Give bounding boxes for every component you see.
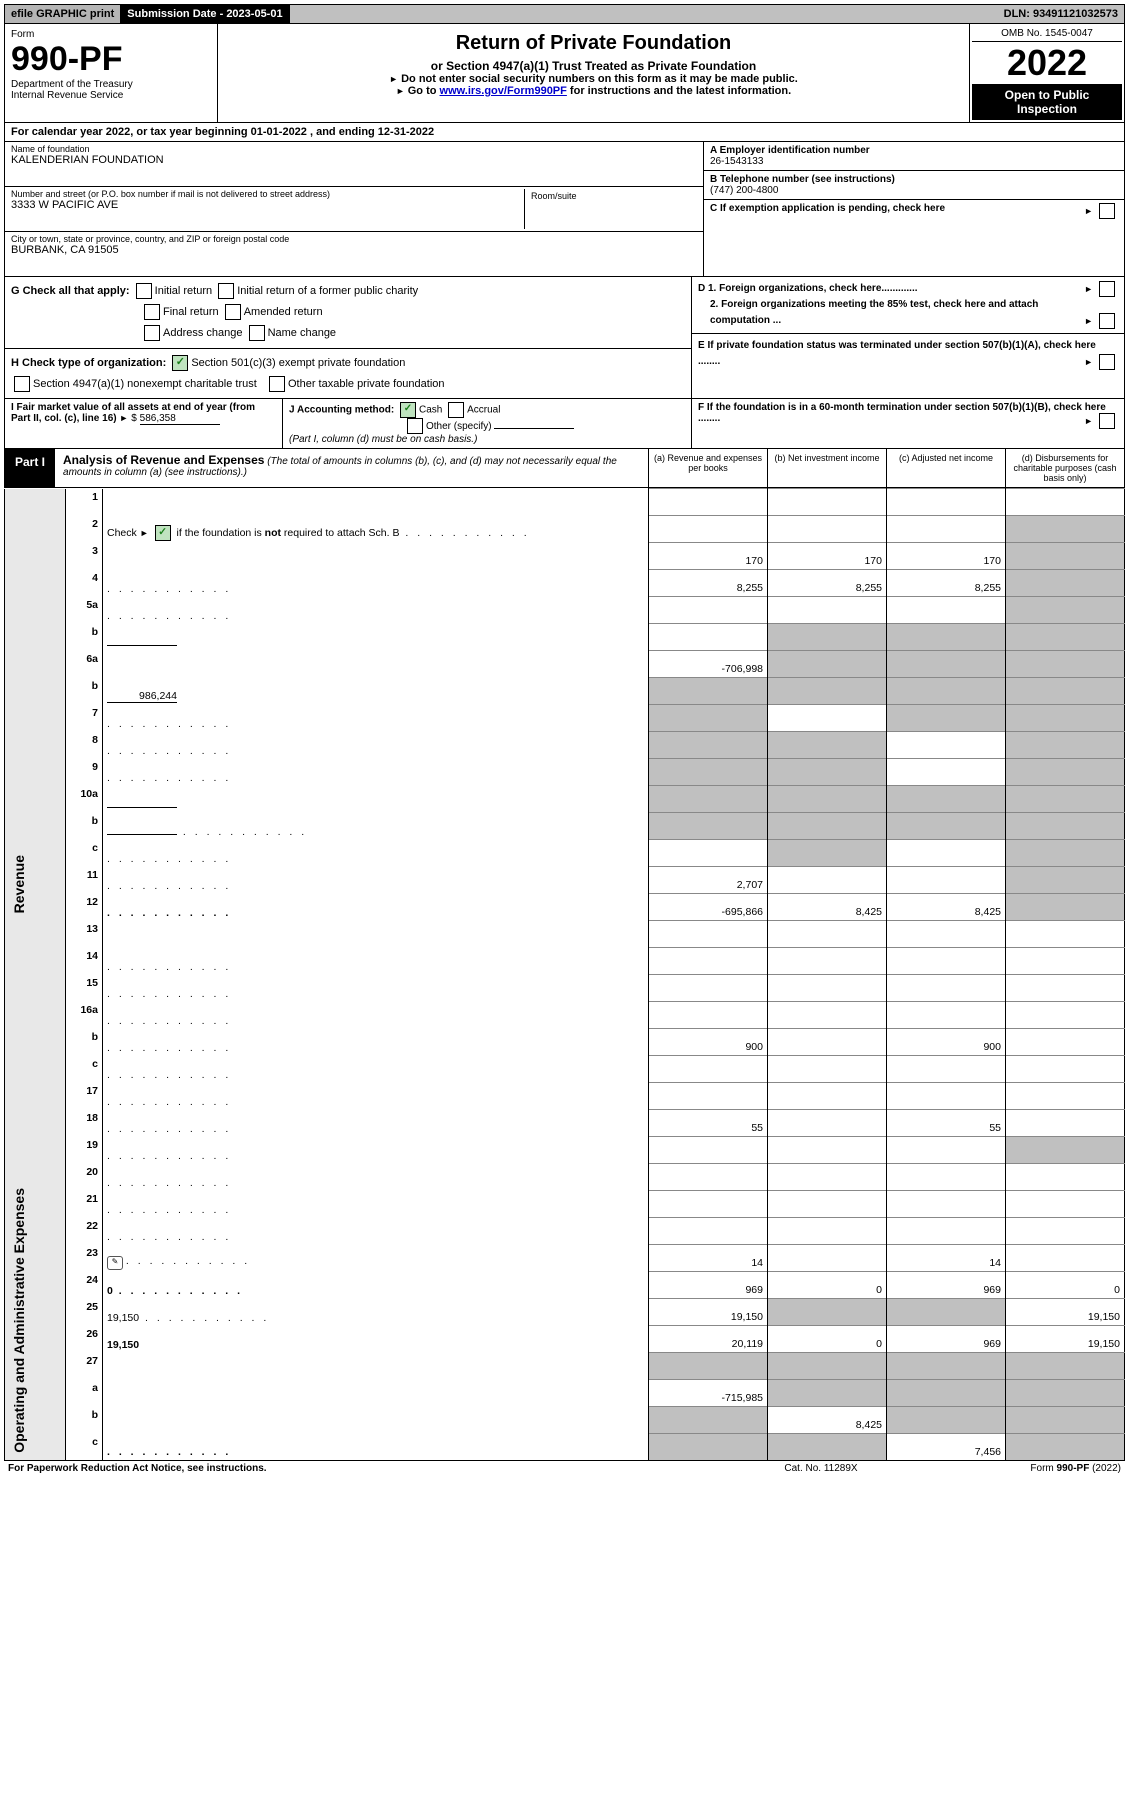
row-desc	[103, 732, 649, 759]
row-desc	[103, 921, 649, 948]
row-desc: 986,244	[103, 678, 649, 705]
row-desc	[103, 1110, 649, 1137]
part-1-table: Revenue12Check if the foundation is not …	[4, 488, 1125, 1461]
phone: (747) 200-4800	[710, 185, 778, 196]
form-header: Form 990-PF Department of the Treasury I…	[4, 24, 1125, 123]
row-desc	[103, 840, 649, 867]
calendar-year: For calendar year 2022, or tax year begi…	[4, 123, 1125, 142]
part-1-label: Part I	[5, 449, 55, 487]
omb: OMB No. 1545-0047	[972, 26, 1122, 42]
form-label: Form	[11, 29, 34, 40]
row-desc	[103, 597, 649, 624]
foundation-name: KALENDERIAN FOUNDATION	[11, 154, 164, 166]
ein: 26-1543133	[710, 156, 763, 167]
instructions-link[interactable]: www.irs.gov/Form990PF	[440, 85, 567, 97]
row-desc	[103, 948, 649, 975]
phone-label: B Telephone number (see instructions)	[710, 174, 895, 185]
row-desc	[103, 894, 649, 921]
row-desc	[103, 759, 649, 786]
topbar: efile GRAPHIC print Submission Date - 20…	[4, 4, 1125, 24]
form-title: Return of Private Foundation	[222, 32, 965, 55]
row-desc	[103, 1029, 649, 1056]
efile-label: efile GRAPHIC print	[5, 5, 121, 23]
row-desc	[103, 1353, 649, 1380]
row-desc: 0	[103, 1272, 649, 1299]
row-desc	[103, 1083, 649, 1110]
submission-date: Submission Date - 2023-05-01	[121, 5, 289, 23]
row-desc	[103, 1407, 649, 1434]
addr-label: Number and street (or P.O. box number if…	[11, 189, 524, 199]
row-desc	[103, 1434, 649, 1461]
dept: Department of the Treasury	[11, 79, 211, 90]
cash-checkbox[interactable]	[400, 402, 416, 418]
row-desc	[103, 867, 649, 894]
note-1: Do not enter social security numbers on …	[401, 73, 798, 85]
row-desc	[103, 1380, 649, 1407]
room-label: Room/suite	[531, 191, 691, 201]
row-desc	[103, 975, 649, 1002]
fmv-value: 586,358	[140, 413, 220, 425]
row-desc	[103, 570, 649, 597]
row-desc	[103, 651, 649, 678]
row-desc	[103, 624, 649, 651]
row-desc	[103, 1164, 649, 1191]
inspection-label: Open to Public Inspection	[972, 84, 1122, 120]
city-label: City or town, state or province, country…	[11, 234, 697, 244]
col-c-hdr: (c) Adjusted net income	[886, 449, 1005, 487]
col-d-hdr: (d) Disbursements for charitable purpose…	[1005, 449, 1124, 487]
address: 3333 W PACIFIC AVE	[11, 199, 118, 211]
row-desc	[103, 1056, 649, 1083]
col-a-hdr: (a) Revenue and expenses per books	[648, 449, 767, 487]
row-desc	[103, 1191, 649, 1218]
row-desc	[103, 813, 649, 840]
g-label: G Check all that apply:	[11, 285, 130, 297]
row-desc: Check if the foundation is not required …	[103, 516, 649, 543]
section-g-h: G Check all that apply: Initial return I…	[4, 277, 1125, 399]
name-label: Name of foundation	[11, 144, 697, 154]
row-desc	[103, 489, 649, 516]
irs: Internal Revenue Service	[11, 90, 211, 101]
tax-year: 2022	[972, 42, 1122, 84]
section-ijf: I Fair market value of all assets at end…	[4, 399, 1125, 449]
info-block: Name of foundation KALENDERIAN FOUNDATIO…	[4, 142, 1125, 277]
exemption-checkbox[interactable]	[1099, 203, 1115, 219]
h-label: H Check type of organization:	[11, 357, 166, 369]
footer: For Paperwork Reduction Act Notice, see …	[4, 1461, 1125, 1476]
col-b-hdr: (b) Net investment income	[767, 449, 886, 487]
row-desc: 19,150	[103, 1299, 649, 1326]
row-desc	[103, 786, 649, 813]
exemption-label: C If exemption application is pending, c…	[710, 203, 945, 214]
row-desc	[103, 543, 649, 570]
form-subtitle: or Section 4947(a)(1) Trust Treated as P…	[222, 59, 965, 73]
h-501c3-checkbox[interactable]	[172, 355, 188, 371]
row-desc	[103, 1137, 649, 1164]
ein-label: A Employer identification number	[710, 145, 870, 156]
row-desc: 19,150	[103, 1326, 649, 1353]
city: BURBANK, CA 91505	[11, 244, 119, 256]
row-desc	[103, 705, 649, 732]
row-desc	[103, 1002, 649, 1029]
row-desc: ✎	[103, 1245, 649, 1272]
dln: DLN: 93491121032573	[998, 5, 1124, 23]
form-number: 990-PF	[11, 40, 211, 79]
row-desc	[103, 1218, 649, 1245]
part-1-header: Part I Analysis of Revenue and Expenses …	[4, 449, 1125, 488]
